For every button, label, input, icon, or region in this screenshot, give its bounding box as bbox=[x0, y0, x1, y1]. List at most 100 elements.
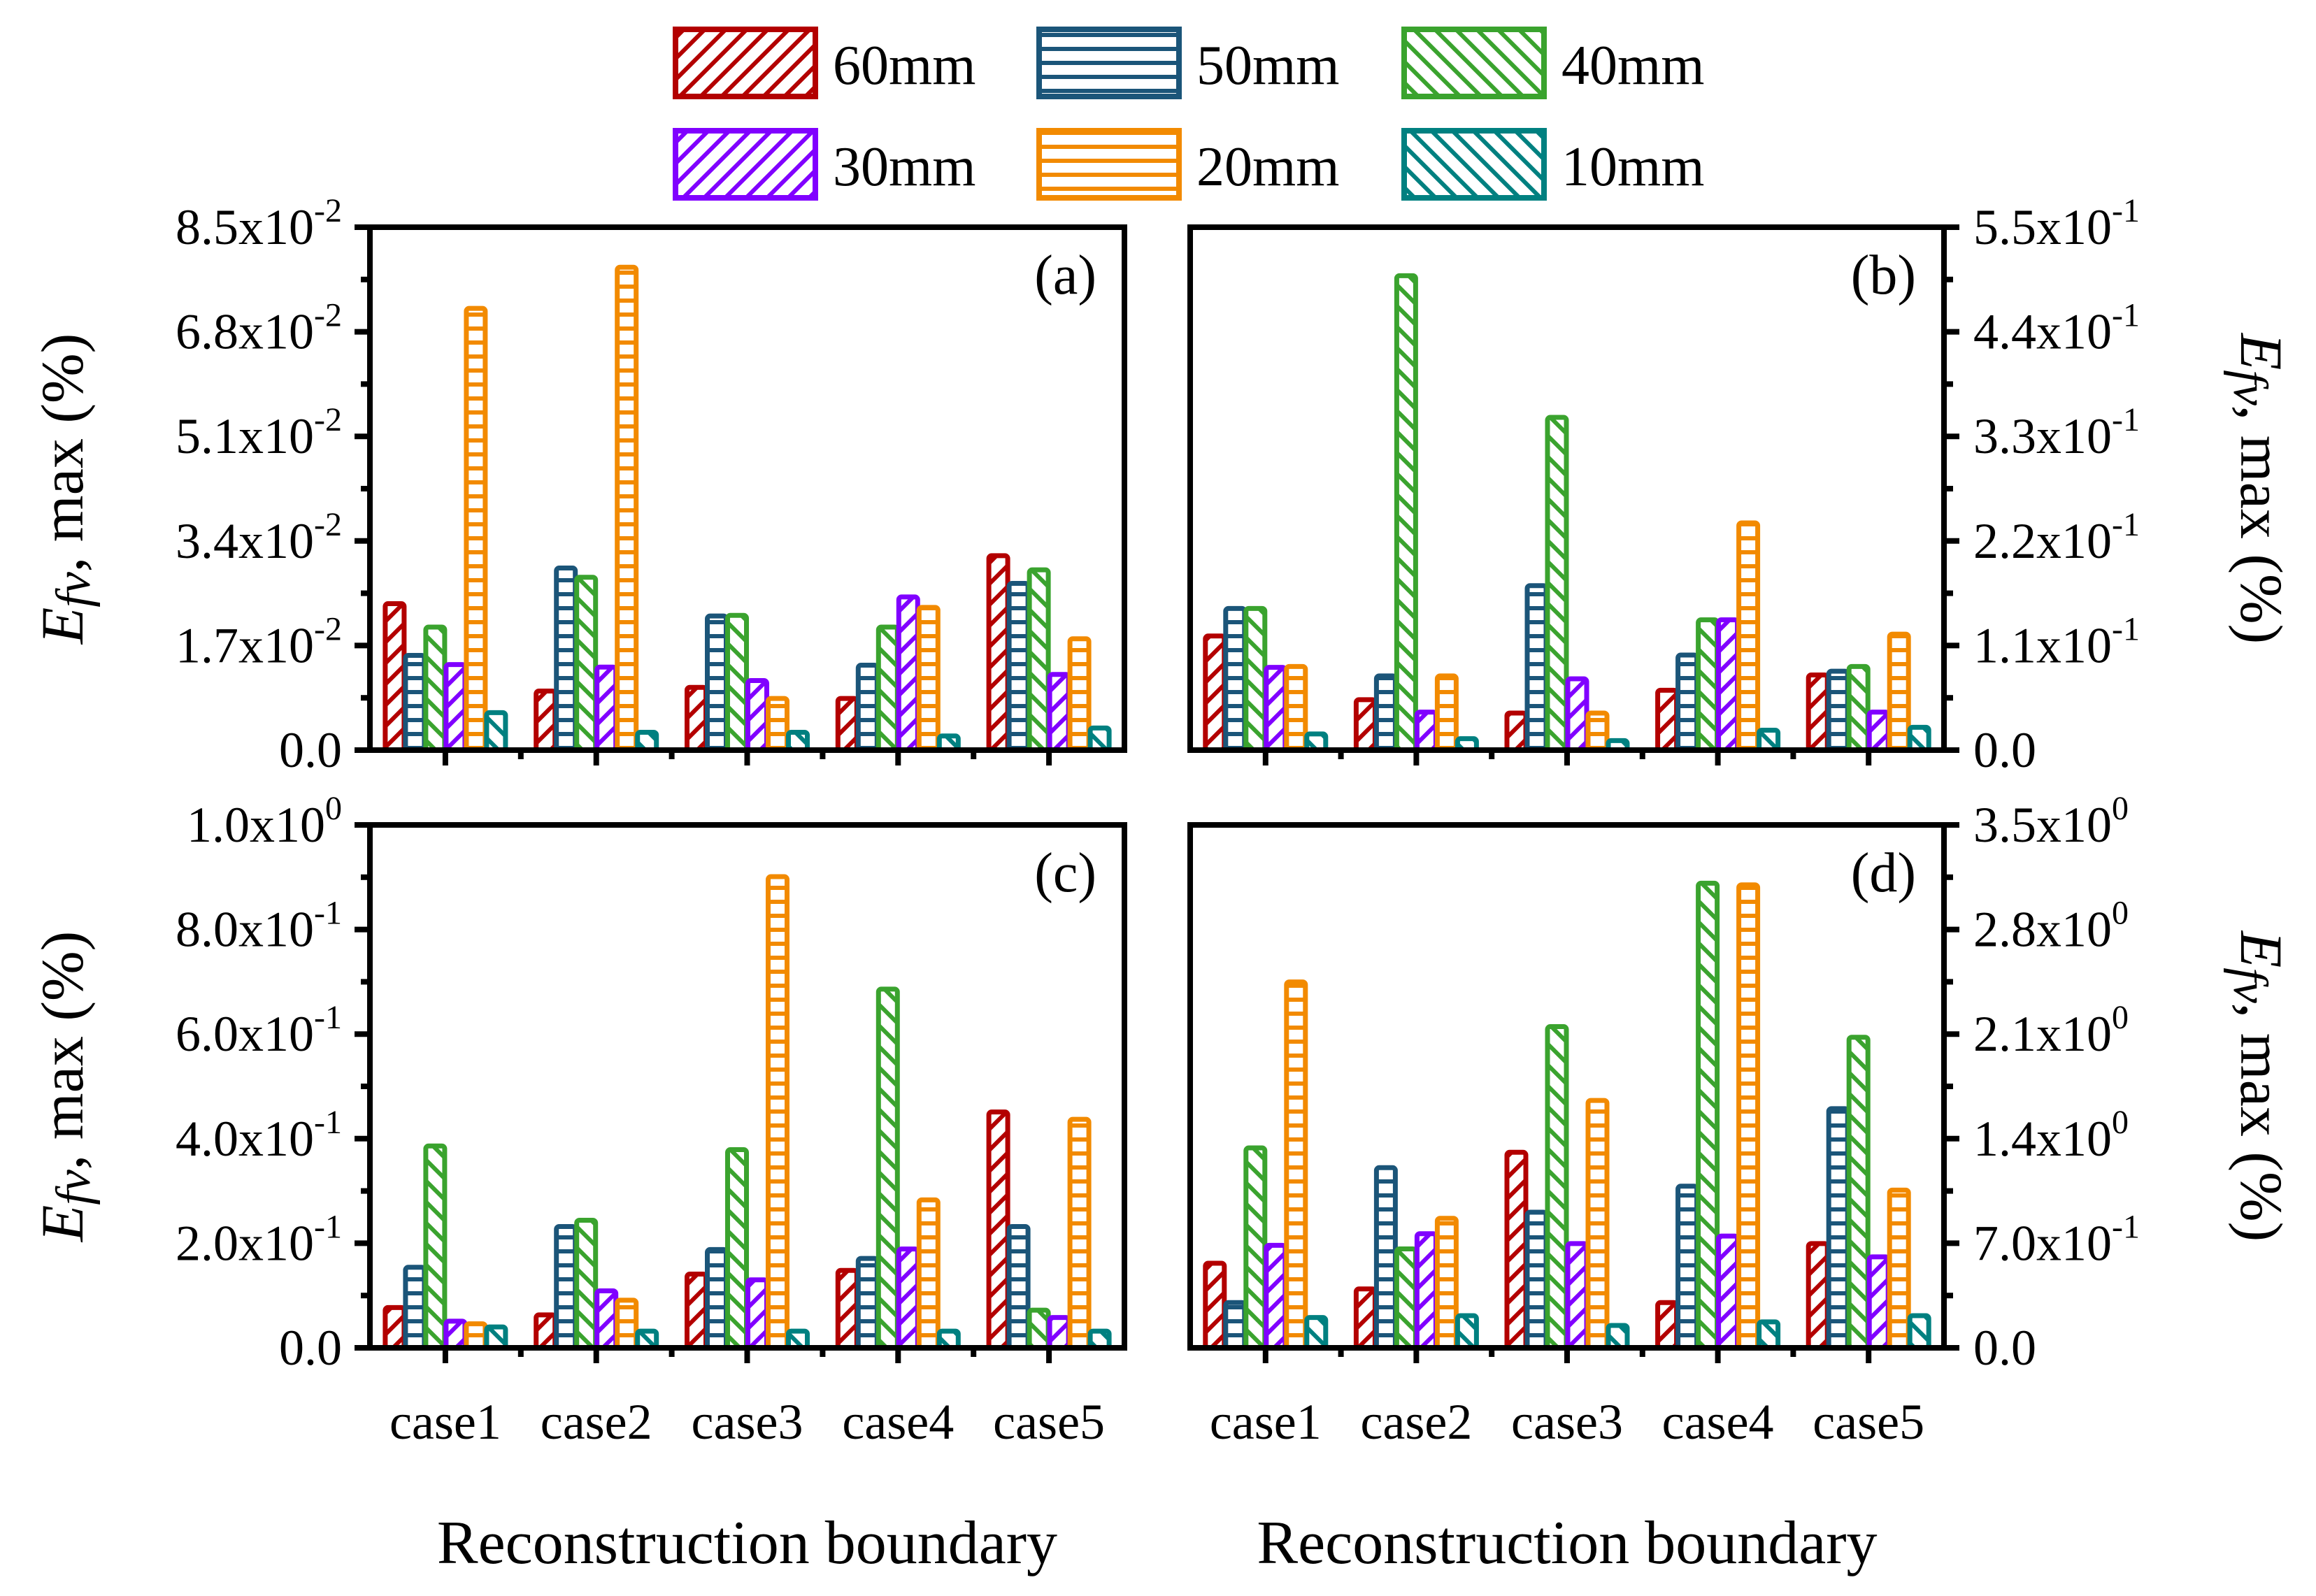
bar-20mm-case3 bbox=[766, 874, 789, 1351]
legend-item-40mm: 40mm bbox=[1401, 27, 1704, 99]
bar-40mm-case5 bbox=[1846, 1035, 1871, 1351]
x-tick-label: case3 bbox=[1511, 1394, 1623, 1450]
bar-40mm-case3 bbox=[1545, 1024, 1569, 1351]
y-tick-mantissa: 1.4x10 bbox=[1973, 1111, 2112, 1167]
bar-20mm-case2 bbox=[1434, 673, 1459, 753]
y-label-symbol: E bbox=[2228, 930, 2295, 968]
y-tick-exponent: -2 bbox=[314, 192, 342, 229]
bar-60mm-case2 bbox=[534, 1312, 558, 1351]
y-axis-label: Efv, max (%) bbox=[29, 931, 101, 1244]
y-axis-label: Efv, max (%) bbox=[2223, 332, 2295, 645]
legend-item-60mm: 60mm bbox=[673, 27, 975, 99]
y-label-subscript: fv bbox=[47, 571, 101, 607]
y-tick-exponent: 0 bbox=[2112, 790, 2129, 827]
x-tick-label: case1 bbox=[389, 1394, 501, 1450]
y-tick-mantissa: 0.0 bbox=[1973, 1320, 2036, 1376]
bar-20mm-case3 bbox=[1585, 710, 1610, 753]
y-label-subscript: fv bbox=[2223, 370, 2277, 405]
bar-50mm-case3 bbox=[705, 1246, 729, 1351]
legend: 60mm 50mm 40mm 30mm 20mm 10mm bbox=[673, 27, 1704, 201]
y-tick-mantissa: 5.1x10 bbox=[176, 408, 314, 464]
bar-30mm-case2 bbox=[594, 664, 619, 753]
bar-50mm-case3 bbox=[705, 613, 729, 753]
y-tick-mantissa: 6.0x10 bbox=[176, 1006, 314, 1062]
bar-30mm-case1 bbox=[443, 1318, 468, 1351]
bar-40mm-case1 bbox=[1243, 605, 1268, 753]
x-tick-label: case5 bbox=[993, 1394, 1105, 1450]
bar-60mm-case2 bbox=[1353, 697, 1378, 753]
bar-20mm-case1 bbox=[1284, 663, 1308, 753]
bar-60mm-case1 bbox=[383, 601, 407, 753]
y-tick-mantissa: 3.4x10 bbox=[176, 513, 314, 569]
y-axis-label: Efv, max (%) bbox=[29, 333, 101, 646]
bar-10mm-case3 bbox=[1606, 1323, 1630, 1351]
bar-50mm-case1 bbox=[403, 1265, 427, 1351]
y-tick-exponent: 0 bbox=[2112, 999, 2129, 1036]
y-tick-label: 1.4x100 bbox=[1973, 1104, 2129, 1167]
y-label-symbol: E bbox=[2228, 332, 2295, 371]
y-tick-mantissa: 2.0x10 bbox=[176, 1215, 314, 1271]
y-tick-mantissa: 4.0x10 bbox=[176, 1111, 314, 1167]
bar-60mm-case4 bbox=[835, 1267, 859, 1351]
y-label-rest: , max (%) bbox=[2228, 1003, 2295, 1242]
y-tick-label: 0.0 bbox=[279, 1320, 342, 1376]
bar-60mm-case5 bbox=[986, 1109, 1010, 1351]
panel-label: (c) bbox=[1034, 842, 1096, 904]
y-tick-exponent: 0 bbox=[325, 790, 342, 827]
bar-50mm-case2 bbox=[1373, 673, 1398, 753]
y-tick-label: 3.5x100 bbox=[1973, 790, 2129, 853]
bar-60mm-case5 bbox=[1806, 673, 1830, 753]
bar-10mm-case5 bbox=[1907, 724, 1931, 753]
bar-50mm-case5 bbox=[1826, 1106, 1850, 1351]
legend-label: 40mm bbox=[1561, 35, 1704, 96]
bar-20mm-case1 bbox=[1284, 979, 1308, 1351]
y-tick-label: 4.0x10-1 bbox=[176, 1104, 342, 1167]
bar-40mm-case1 bbox=[1243, 1145, 1268, 1351]
bar-60mm-case3 bbox=[685, 684, 708, 753]
bar-60mm-case3 bbox=[1504, 1149, 1529, 1351]
panel-label: (a) bbox=[1034, 245, 1096, 306]
bar-30mm-case4 bbox=[1716, 1233, 1740, 1351]
bar-60mm-case4 bbox=[835, 696, 859, 753]
bar-30mm-case4 bbox=[896, 594, 920, 753]
bar-60mm-case4 bbox=[1655, 687, 1680, 753]
x-tick-label: case2 bbox=[541, 1394, 652, 1450]
y-tick-mantissa: 0.0 bbox=[279, 722, 342, 778]
x-tick-label: case3 bbox=[692, 1394, 803, 1450]
x-axis-label: Reconstruction boundary bbox=[1257, 1509, 1877, 1577]
y-tick-label: 6.8x10-2 bbox=[176, 297, 342, 360]
y-tick-label: 8.5x10-2 bbox=[176, 192, 342, 255]
y-tick-exponent: 0 bbox=[2112, 1104, 2129, 1141]
x-tick-label: case1 bbox=[1210, 1394, 1322, 1450]
y-label-subscript: fv bbox=[2223, 968, 2277, 1003]
bar-30mm-case5 bbox=[1866, 710, 1891, 753]
bar-60mm-case3 bbox=[685, 1272, 708, 1351]
bar-50mm-case3 bbox=[1524, 583, 1549, 753]
legend-swatch bbox=[673, 128, 818, 201]
bar-50mm-case4 bbox=[1675, 652, 1700, 753]
y-tick-label: 0.0 bbox=[279, 722, 342, 778]
bar-20mm-case3 bbox=[766, 696, 789, 753]
bar-40mm-case5 bbox=[1846, 663, 1871, 753]
bar-10mm-case4 bbox=[1757, 1319, 1781, 1351]
chart-panels: (a)0.01.7x10-23.4x10-25.1x10-26.8x10-28.… bbox=[29, 192, 2295, 1577]
bar-30mm-case2 bbox=[1414, 1231, 1438, 1351]
bar-40mm-case5 bbox=[1027, 1307, 1051, 1351]
y-tick-exponent: -1 bbox=[2112, 401, 2140, 438]
y-tick-mantissa: 8.0x10 bbox=[176, 902, 314, 958]
y-label-symbol: E bbox=[29, 608, 96, 646]
y-tick-label: 0.0 bbox=[1973, 722, 2036, 778]
y-tick-label: 5.5x10-1 bbox=[1973, 192, 2140, 255]
y-label-rest: , max (%) bbox=[29, 931, 96, 1170]
bar-10mm-case5 bbox=[1087, 725, 1112, 753]
y-tick-exponent: -1 bbox=[2112, 1208, 2140, 1245]
bar-20mm-case3 bbox=[1585, 1098, 1610, 1351]
bar-40mm-case3 bbox=[1545, 415, 1569, 753]
y-tick-mantissa: 2.2x10 bbox=[1973, 513, 2112, 569]
bar-60mm-case4 bbox=[1655, 1300, 1680, 1351]
bar-40mm-case5 bbox=[1027, 567, 1051, 753]
x-tick-label: case4 bbox=[1662, 1394, 1774, 1450]
y-tick-mantissa: 1.0x10 bbox=[187, 797, 325, 853]
bar-20mm-case2 bbox=[615, 264, 639, 753]
legend-label: 50mm bbox=[1196, 35, 1339, 96]
